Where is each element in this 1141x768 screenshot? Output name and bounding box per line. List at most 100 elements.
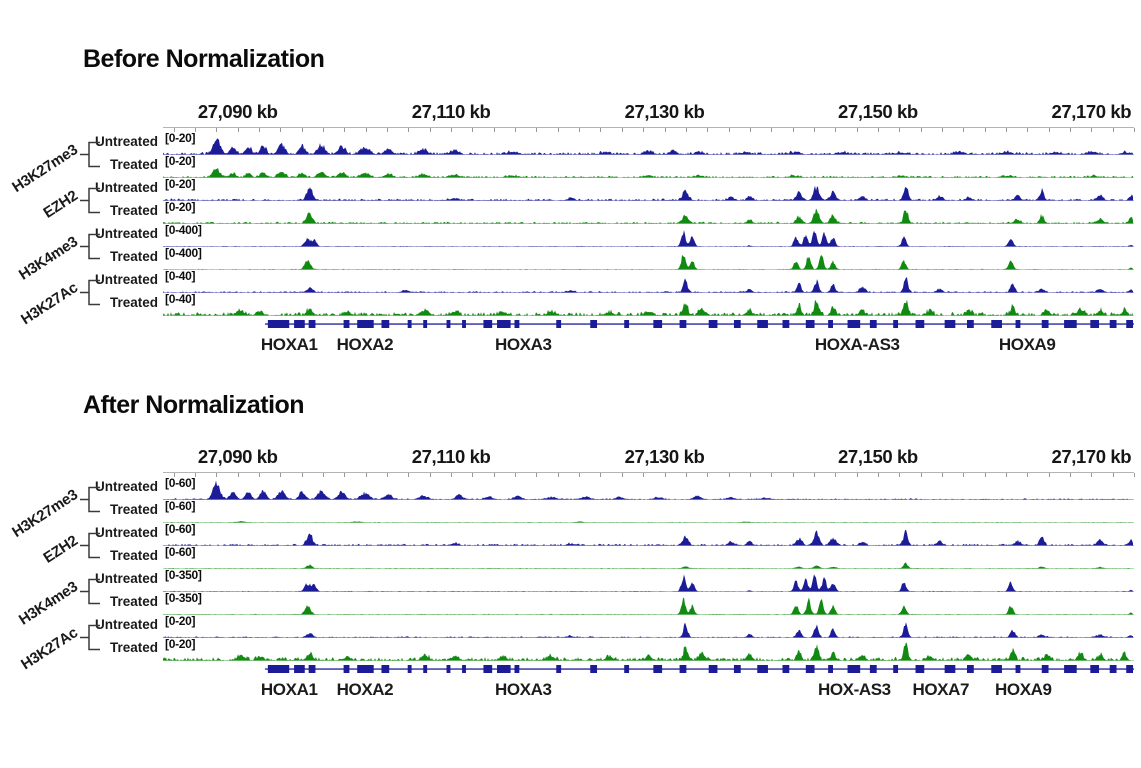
scale-range-label: [0-400] xyxy=(165,222,202,237)
track-canvas-h3k27me3-treated: [0-20] xyxy=(163,154,1134,178)
ruler-tick xyxy=(1005,127,1007,132)
ruler-coordinate-label: 27,170 kb xyxy=(1051,100,1132,122)
ruler-scale-area: 27,090 kb 27,110 kb 27,130 kb 27,150 kb 27,1… xyxy=(163,444,1135,477)
before-panel-body: 27,090 kb 27,110 kb 27,130 kb 27,150 kb 27,1… xyxy=(0,99,1141,358)
signal-area-untreated xyxy=(163,529,1133,546)
gene-exon xyxy=(869,319,877,328)
gene-exon xyxy=(343,665,350,673)
track-baseline xyxy=(163,199,1134,201)
ruler-tick xyxy=(728,127,730,132)
ruler-tick xyxy=(515,473,517,477)
track-canvas-h3k4me3-treated: [0-350] xyxy=(163,591,1134,615)
ruler-tick xyxy=(195,473,196,477)
ruler-tick xyxy=(1112,127,1114,132)
track-baseline xyxy=(163,545,1134,546)
gene-exon xyxy=(381,319,390,328)
ruler-tick xyxy=(899,473,901,477)
gene-model-track xyxy=(264,665,1134,673)
gene-exon xyxy=(1064,665,1077,673)
track-row-h3k4me3-untreated: Untreated [0-350] xyxy=(0,568,1141,592)
track-row-left: Untreated xyxy=(0,132,163,155)
track-baseline xyxy=(163,568,1134,569)
group-bracket xyxy=(80,532,100,559)
signal-area-untreated xyxy=(163,480,1133,500)
ruler-tick xyxy=(301,473,303,477)
track-condition-label: Untreated xyxy=(94,225,158,241)
gene-exon xyxy=(1109,665,1117,673)
track-row-left: Treated xyxy=(0,247,163,270)
gene-exon xyxy=(966,665,974,673)
after-panel-body: 27,090 kb 27,110 kb 27,130 kb 27,150 kb 27,1… xyxy=(0,444,1141,703)
gene-exon xyxy=(343,319,350,328)
gene-name-label: HOXA9 xyxy=(995,680,1052,699)
track-row-ezh2-treated: Treated [0-20] xyxy=(0,200,1141,224)
group-bracket xyxy=(80,624,100,651)
track-row-h3k4me3-treated: Treated [0-400] xyxy=(0,246,1141,270)
track-row-left: Treated xyxy=(0,500,163,523)
group-bracket xyxy=(80,486,100,513)
ruler-tick xyxy=(963,127,965,132)
ruler-tick xyxy=(1134,473,1135,477)
ruler-tick xyxy=(493,127,495,132)
gene-name-label: HOXA2 xyxy=(336,334,394,354)
ruler-tick xyxy=(344,127,346,132)
track-row-left: Treated xyxy=(0,546,163,569)
track-row-h3k27ac-treated: Treated [0-40] xyxy=(0,292,1141,316)
gene-left-spacer xyxy=(0,661,163,677)
gene-exon xyxy=(1041,319,1049,328)
ruler-tick xyxy=(387,473,389,477)
track-row-h3k27me3-treated: Treated [0-60] xyxy=(0,499,1141,523)
scale-range-label: [0-60] xyxy=(165,522,196,536)
group-bracket xyxy=(80,141,100,167)
gene-exon xyxy=(828,319,833,328)
ruler-tick xyxy=(1069,127,1071,132)
ruler-tick xyxy=(835,127,837,132)
gene-exon xyxy=(757,319,768,328)
ruler-tick xyxy=(387,127,389,132)
group-bracket xyxy=(80,578,100,605)
scale-range-label: [0-20] xyxy=(165,637,196,651)
track-row-left: Treated xyxy=(0,638,163,661)
ruler-tick xyxy=(280,473,282,477)
group-bracket-wrap xyxy=(80,523,104,574)
track-canvas-ezh2-treated: [0-20] xyxy=(163,200,1134,224)
ruler-tick xyxy=(728,473,730,477)
ruler-tick xyxy=(259,473,261,477)
gene-exon xyxy=(966,319,974,328)
gene-name-label: HOXA2 xyxy=(336,680,394,699)
ruler-tick xyxy=(941,127,943,132)
gene-exon xyxy=(483,319,493,328)
gene-intron-line xyxy=(264,668,1134,670)
track-canvas-ezh2-untreated: [0-20] xyxy=(163,177,1134,201)
ruler-tick xyxy=(515,127,517,132)
ruler-tick xyxy=(1091,127,1093,132)
gene-exon xyxy=(1041,665,1049,673)
group-bracket-wrap xyxy=(80,569,104,620)
ruler-tick xyxy=(237,473,239,477)
gene-exon xyxy=(805,665,815,673)
ruler-tick xyxy=(707,127,709,132)
gene-exon xyxy=(944,319,956,328)
scale-range-label: [0-20] xyxy=(165,614,196,628)
track-row-left: Untreated xyxy=(0,569,163,592)
ruler-tick xyxy=(643,127,645,132)
gene-annotation-row xyxy=(0,661,1141,677)
scale-range-label: [0-350] xyxy=(165,591,202,605)
ruler-coordinate-label: 27,110 kb xyxy=(411,446,491,467)
track-row-left: Treated xyxy=(0,201,163,224)
gene-exon xyxy=(514,319,520,328)
gene-exon xyxy=(590,319,598,328)
ruler-tick xyxy=(685,127,687,132)
track-baseline xyxy=(163,591,1134,592)
scale-range-label: [0-60] xyxy=(165,476,196,490)
ruler-tick xyxy=(1005,473,1007,477)
gene-exon xyxy=(944,665,956,673)
ruler-coordinate-label: 27,090 kb xyxy=(197,446,278,467)
gene-exon xyxy=(991,319,1002,328)
gene-label-left-spacer xyxy=(0,332,163,358)
gene-name-label: HOXA1 xyxy=(260,334,318,354)
track-condition-label: Untreated xyxy=(94,133,158,149)
ruler-tick xyxy=(984,473,986,477)
gene-exon xyxy=(294,319,305,328)
track-row-h3k27me3-untreated: Untreated [0-60] xyxy=(0,476,1141,500)
